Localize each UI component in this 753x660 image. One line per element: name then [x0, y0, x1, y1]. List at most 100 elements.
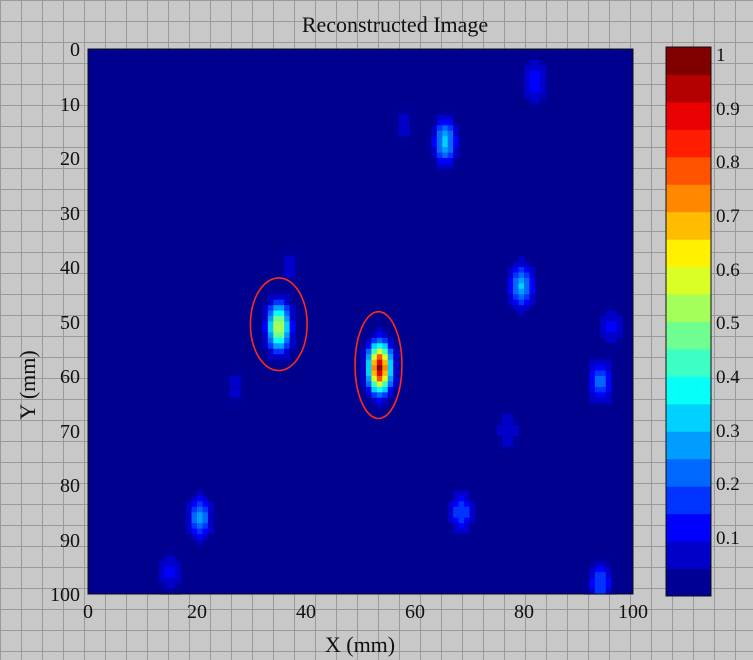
heatmap-cell: [600, 376, 607, 383]
heatmap-cell: [224, 370, 231, 377]
heatmap-cell: [507, 288, 514, 295]
heatmap-cell: [447, 528, 454, 535]
heatmap-cell: [267, 316, 274, 323]
heatmap-cell: [496, 425, 503, 432]
heatmap-cell: [611, 316, 618, 323]
colorbar-band: [666, 101, 711, 130]
heatmap-cell: [611, 305, 618, 312]
heatmap-cell: [382, 392, 389, 399]
heatmap-cell: [240, 370, 247, 377]
heatmap-cell: [371, 348, 378, 355]
heatmap-cell: [447, 125, 454, 132]
heatmap-cell: [524, 261, 531, 268]
heatmap-cell: [453, 523, 460, 530]
heatmap-cell: [583, 376, 590, 383]
heatmap-cell: [436, 108, 443, 115]
heatmap-cell: [365, 365, 372, 372]
heatmap-cell: [289, 250, 296, 257]
heatmap-cell: [469, 495, 476, 502]
heatmap-cell: [169, 566, 176, 573]
heatmap-cell: [605, 343, 612, 350]
heatmap-cell: [534, 87, 541, 94]
colorbar-band: [666, 74, 711, 103]
heatmap-cell: [164, 555, 171, 562]
colorbar-band: [666, 376, 711, 405]
heatmap-cell: [393, 136, 400, 143]
heatmap-cell: [431, 119, 438, 126]
heatmap-cell: [289, 310, 296, 317]
heatmap-cell: [387, 376, 394, 383]
heatmap-cell: [262, 299, 269, 306]
heatmap-cell: [398, 136, 405, 143]
heatmap-cell: [513, 430, 520, 437]
heatmap-cell: [583, 392, 590, 399]
heatmap-cell: [284, 283, 291, 290]
heatmap-cell: [382, 370, 389, 377]
heatmap-cell: [605, 566, 612, 573]
heatmap-cell: [169, 555, 176, 562]
heatmap-cell: [197, 501, 204, 508]
chart-title: Reconstructed Image: [302, 12, 488, 37]
heatmap-cell: [518, 277, 525, 284]
heatmap-cell: [502, 430, 509, 437]
heatmap-cell: [594, 588, 601, 595]
heatmap-cell: [278, 294, 285, 301]
heatmap-cell: [507, 267, 514, 274]
heatmap-cell: [376, 397, 383, 404]
heatmap-cell: [393, 359, 400, 366]
heatmap-cell: [616, 343, 623, 350]
heatmap-cell: [458, 495, 465, 502]
heatmap-cell: [611, 577, 618, 584]
heatmap-cell: [382, 343, 389, 350]
heatmap-cell: [529, 76, 536, 83]
heatmap-cell: [518, 299, 525, 306]
colorbar-tick-label: 0.1: [716, 528, 740, 549]
colorbar-band: [666, 486, 711, 515]
heatmap-cell: [284, 359, 291, 366]
heatmap-cell: [447, 163, 454, 170]
colorbar-band: [666, 431, 711, 460]
heatmap-cell: [605, 577, 612, 584]
heatmap-cell: [207, 523, 214, 530]
colorbar-tick-label: 0.7: [716, 206, 740, 227]
heatmap-cell: [605, 555, 612, 562]
heatmap-cell: [464, 506, 471, 513]
heatmap-cell: [447, 495, 454, 502]
heatmap-cell: [158, 577, 165, 584]
heatmap-cell: [398, 141, 405, 148]
heatmap-cell: [360, 348, 367, 355]
heatmap-cell: [605, 370, 612, 377]
heatmap-cell: [295, 250, 302, 257]
heatmap-cell: [278, 326, 285, 333]
heatmap-cell: [186, 528, 193, 535]
heatmap-cell: [605, 365, 612, 372]
heatmap-cell: [453, 152, 460, 159]
heatmap-cell: [267, 321, 274, 328]
x-tick-label: 60: [405, 601, 425, 623]
heatmap-cell: [431, 147, 438, 154]
heatmap-cell: [376, 403, 383, 410]
heatmap-cell: [278, 359, 285, 366]
heatmap-cell: [529, 59, 536, 66]
heatmap-cell: [191, 495, 198, 502]
heatmap-cell: [387, 370, 394, 377]
heatmap-cell: [507, 435, 514, 442]
heatmap-cell: [513, 261, 520, 268]
heatmap-cell: [404, 130, 411, 137]
heatmap-cell: [447, 114, 454, 121]
annotation-ellipse: [354, 310, 403, 420]
heatmap-cell: [175, 561, 182, 568]
heatmap-cell: [387, 381, 394, 388]
heatmap-cell: [284, 305, 291, 312]
heatmap-cell: [393, 343, 400, 350]
heatmap-cell: [458, 501, 465, 508]
heatmap-cell: [529, 81, 536, 88]
heatmap-cell: [365, 381, 372, 388]
heatmap-cell: [524, 299, 531, 306]
heatmap-cell: [442, 152, 449, 159]
heatmap-cell: [186, 512, 193, 519]
heatmap-cell: [453, 485, 460, 492]
heatmap-cell: [371, 343, 378, 350]
heatmap-cell: [589, 403, 596, 410]
heatmap-cell: [202, 517, 209, 524]
